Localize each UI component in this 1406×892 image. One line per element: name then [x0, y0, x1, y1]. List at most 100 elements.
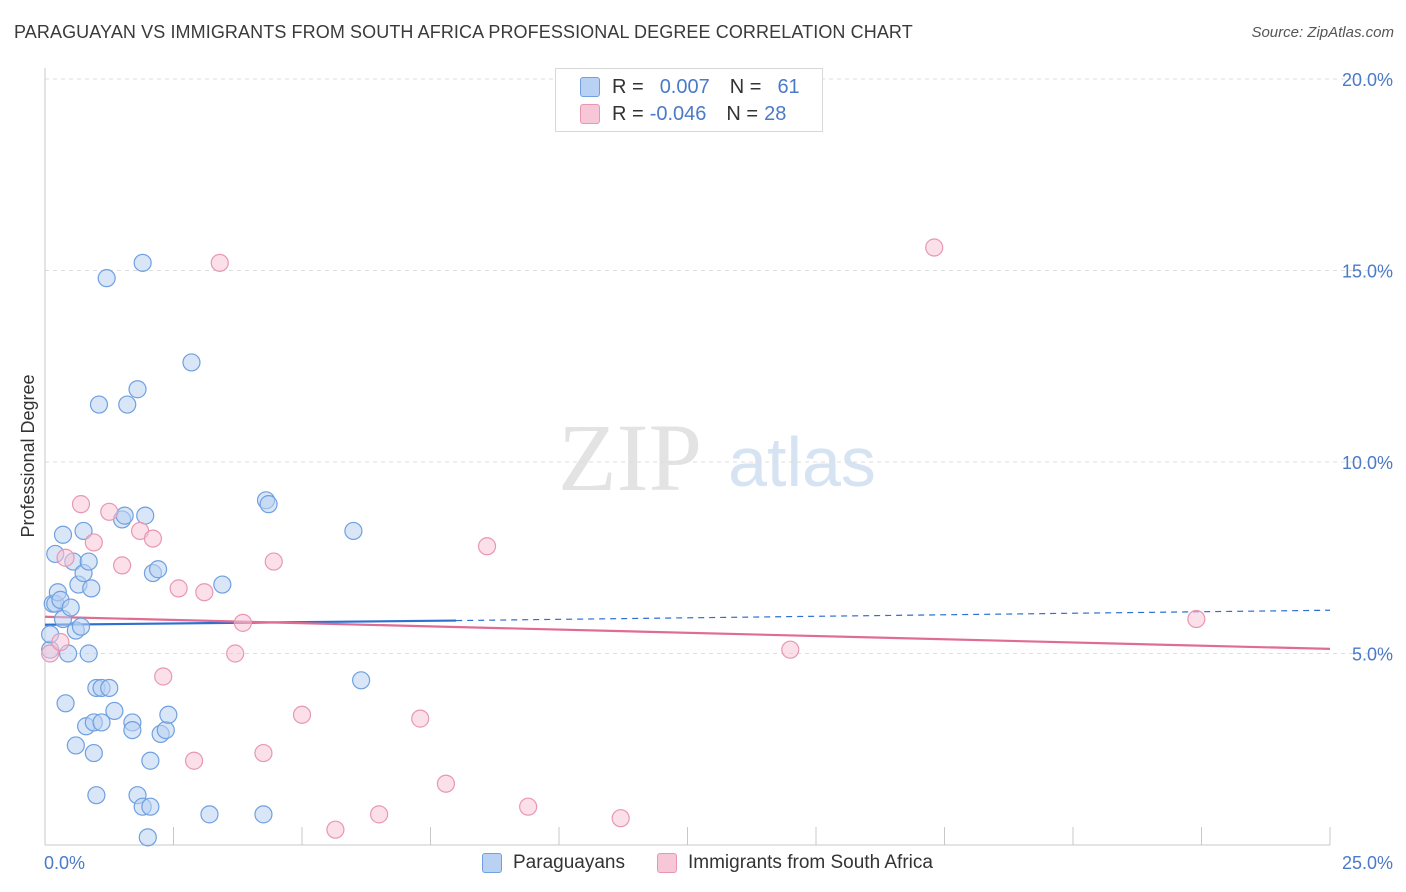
- legend-swatch-pink: [580, 104, 600, 124]
- point-paraguayans: [259, 495, 278, 514]
- point-paraguayans: [61, 598, 80, 617]
- legend-swatch-blue: [580, 77, 600, 97]
- point-south-africa: [154, 667, 173, 686]
- point-paraguayans: [79, 644, 98, 663]
- point-south-africa: [56, 548, 75, 567]
- r-label: R =: [612, 75, 644, 98]
- r-value: 0.007: [659, 75, 710, 98]
- point-paraguayans: [87, 786, 106, 805]
- legend-swatch-pink: [656, 853, 677, 873]
- point-south-africa: [436, 774, 456, 793]
- tick-labels: 5.0% 10.0% 15.0% 20.0% 0.0% 25.0%: [44, 70, 1393, 873]
- point-south-africa: [1187, 609, 1206, 629]
- y-tick-label: 5.0%: [1352, 645, 1393, 665]
- point-paraguayans: [92, 713, 111, 732]
- point-paraguayans: [123, 720, 142, 740]
- chart-title: PARAGUAYAN VS IMMIGRANTS FROM SOUTH AFRI…: [14, 22, 913, 42]
- y-axis-label: Professional Degree: [18, 374, 38, 537]
- point-paraguayans: [352, 671, 371, 690]
- point-south-africa: [925, 238, 944, 257]
- n-label: N =: [726, 102, 759, 125]
- n-value: 28: [764, 102, 787, 125]
- point-south-africa: [477, 537, 497, 556]
- point-south-africa: [233, 613, 252, 632]
- point-south-africa: [143, 529, 163, 548]
- point-paraguayans: [141, 797, 160, 816]
- trend-line-south-africa: [44, 615, 1331, 651]
- y-tick-label: 15.0%: [1342, 262, 1393, 282]
- point-paraguayans: [71, 617, 91, 636]
- point-paraguayans: [182, 353, 201, 372]
- stats-row-south-africa: R = -0.046 N = 28: [580, 102, 786, 126]
- legend-label-south-africa: Immigrants from South Africa: [687, 852, 933, 873]
- point-paraguayans: [56, 694, 75, 713]
- point-south-africa: [326, 820, 345, 839]
- point-south-africa: [292, 705, 312, 724]
- point-paraguayans: [118, 395, 137, 414]
- trend-line-paraguayans-extension: [456, 609, 1331, 622]
- point-paraguayans: [53, 525, 73, 544]
- point-paraguayans: [82, 579, 101, 598]
- point-south-africa: [71, 495, 91, 514]
- series-legend: Paraguayans Immigrants from South Africa: [482, 852, 965, 874]
- point-south-africa: [519, 797, 538, 816]
- point-paraguayans: [213, 575, 232, 594]
- point-south-africa: [41, 644, 60, 663]
- point-south-africa: [184, 751, 204, 770]
- legend-item-paraguayans[interactable]: Paraguayans: [482, 852, 625, 874]
- stats-row-paraguayans: R = 0.007 N = 61: [580, 75, 800, 99]
- point-paraguayans: [136, 506, 155, 525]
- point-paraguayans: [105, 701, 124, 721]
- point-south-africa: [100, 502, 119, 521]
- axes: [44, 68, 1331, 846]
- point-south-africa: [51, 632, 70, 652]
- stats-legend: R = 0.007 N = 61 R = -0.046 N = 28: [555, 68, 823, 132]
- point-south-africa: [226, 644, 245, 663]
- point-paraguayans: [148, 560, 168, 579]
- watermark: ZIP atlas: [558, 404, 876, 511]
- point-south-africa: [84, 533, 103, 552]
- point-south-africa: [210, 253, 229, 272]
- point-paraguayans: [138, 828, 157, 847]
- y-tick-label: 20.0%: [1342, 70, 1393, 90]
- point-paraguayans: [254, 805, 273, 824]
- r-value: -0.046: [649, 102, 707, 125]
- point-paraguayans: [66, 736, 85, 755]
- data-points: [41, 238, 1206, 847]
- point-paraguayans: [89, 395, 109, 414]
- point-paraguayans: [133, 253, 152, 272]
- x-tick-label: 0.0%: [44, 853, 85, 873]
- point-south-africa: [370, 805, 389, 824]
- point-south-africa: [264, 552, 283, 571]
- point-paraguayans: [79, 552, 98, 571]
- n-value: 61: [777, 75, 800, 98]
- watermark-zip: ZIP: [558, 404, 702, 511]
- source-credit: Source: ZipAtlas.com: [1251, 24, 1394, 41]
- point-south-africa: [411, 709, 430, 728]
- n-label: N =: [729, 75, 762, 98]
- point-paraguayans: [74, 521, 93, 541]
- point-paraguayans: [159, 705, 178, 724]
- legend-swatch-blue: [482, 853, 502, 873]
- y-tick-label: 10.0%: [1342, 453, 1393, 473]
- point-paraguayans: [100, 678, 119, 698]
- x-tick-label: 25.0%: [1342, 853, 1393, 873]
- point-paraguayans: [344, 521, 363, 541]
- point-south-africa: [781, 640, 800, 659]
- legend-item-south-africa[interactable]: Immigrants from South Africa: [656, 852, 933, 874]
- point-south-africa: [169, 579, 188, 598]
- r-label: R =: [612, 102, 644, 125]
- point-paraguayans: [115, 506, 134, 525]
- point-south-africa: [195, 583, 214, 602]
- point-paraguayans: [128, 380, 147, 399]
- point-south-africa: [254, 743, 273, 763]
- point-south-africa: [611, 809, 630, 828]
- point-paraguayans: [141, 751, 160, 770]
- point-paraguayans: [84, 743, 103, 763]
- point-paraguayans: [200, 805, 219, 824]
- point-paraguayans: [156, 720, 175, 740]
- point-south-africa: [112, 556, 132, 575]
- gridlines: [45, 78, 1392, 654]
- legend-label-paraguayans: Paraguayans: [513, 852, 625, 873]
